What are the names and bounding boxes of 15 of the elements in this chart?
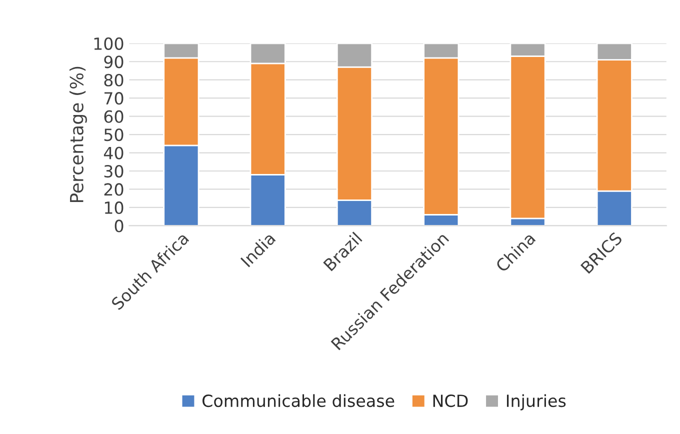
y-tick-label: 60 [104,110,124,123]
y-tick-label: 0 [114,220,124,232]
y-tick-label: 10 [104,201,124,214]
y-tick-label: 50 [104,128,124,142]
legend-label: Injuries [506,394,566,410]
y-tick-label: 20 [104,183,124,196]
y-tick-label: 80 [104,74,124,86]
y-tick-label: 40 [104,146,124,160]
y-tick-label: 30 [104,164,124,178]
y-tick-label: 100 [94,37,124,50]
y-tick-label: 70 [104,92,124,105]
legend-label: NCD [433,394,468,408]
legend-label: Communicable disease [202,394,394,408]
y-tick-label: 90 [104,56,124,68]
y-axis-title: Percentage (%) [70,66,87,202]
